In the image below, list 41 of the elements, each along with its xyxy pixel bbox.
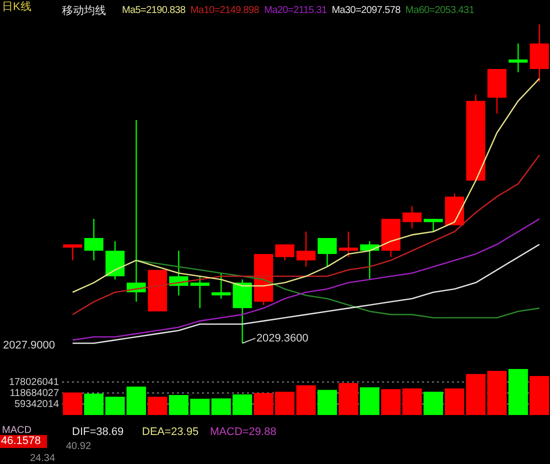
text: 24.34 bbox=[30, 452, 56, 464]
text: Ma5=2190.838 bbox=[122, 5, 186, 16]
text: 2027.9000 bbox=[3, 339, 55, 352]
text: Ma10=2149.898 bbox=[190, 5, 260, 16]
candlestick bbox=[338, 231, 358, 258]
candlestick bbox=[63, 244, 82, 261]
candlestick bbox=[275, 244, 294, 261]
bar bbox=[424, 392, 444, 415]
text: DEA=23.95 bbox=[142, 426, 199, 439]
bar bbox=[62, 392, 82, 415]
bar bbox=[530, 376, 550, 415]
y-tick-label: 59342014 bbox=[14, 398, 60, 410]
bar bbox=[402, 388, 422, 415]
bar bbox=[360, 387, 380, 415]
candlestick bbox=[508, 42, 528, 73]
candlestick bbox=[84, 218, 104, 261]
bar bbox=[148, 396, 168, 415]
candlestick bbox=[318, 237, 337, 268]
y-tick-label: 178026041 bbox=[8, 376, 60, 388]
bar bbox=[508, 369, 528, 415]
text: Ma30=2097.578 bbox=[332, 5, 400, 16]
text: 40.92 bbox=[66, 440, 92, 453]
chart-subtitle: 移动均线 bbox=[62, 5, 106, 18]
candlestick bbox=[424, 218, 443, 232]
text: MACD=29.88 bbox=[210, 426, 276, 439]
y-tick-label: 118684027 bbox=[10, 388, 60, 399]
candlestick bbox=[190, 276, 210, 309]
text: MACD bbox=[2, 424, 32, 436]
candlestick bbox=[402, 206, 422, 230]
candlestick bbox=[212, 272, 231, 300]
bar bbox=[381, 389, 401, 415]
bar bbox=[338, 383, 358, 415]
text: Ma60=2053.431 bbox=[405, 5, 474, 16]
chart-title: 日K线 bbox=[2, 1, 32, 14]
annotation: 2029.3600 bbox=[256, 332, 308, 344]
candlestick bbox=[296, 231, 316, 268]
text: 46.1578 bbox=[0, 435, 47, 448]
bar bbox=[84, 394, 104, 415]
bar bbox=[317, 390, 337, 415]
text: Ma20=2115.31 bbox=[264, 5, 327, 16]
text: DIF=38.69 bbox=[72, 426, 124, 439]
